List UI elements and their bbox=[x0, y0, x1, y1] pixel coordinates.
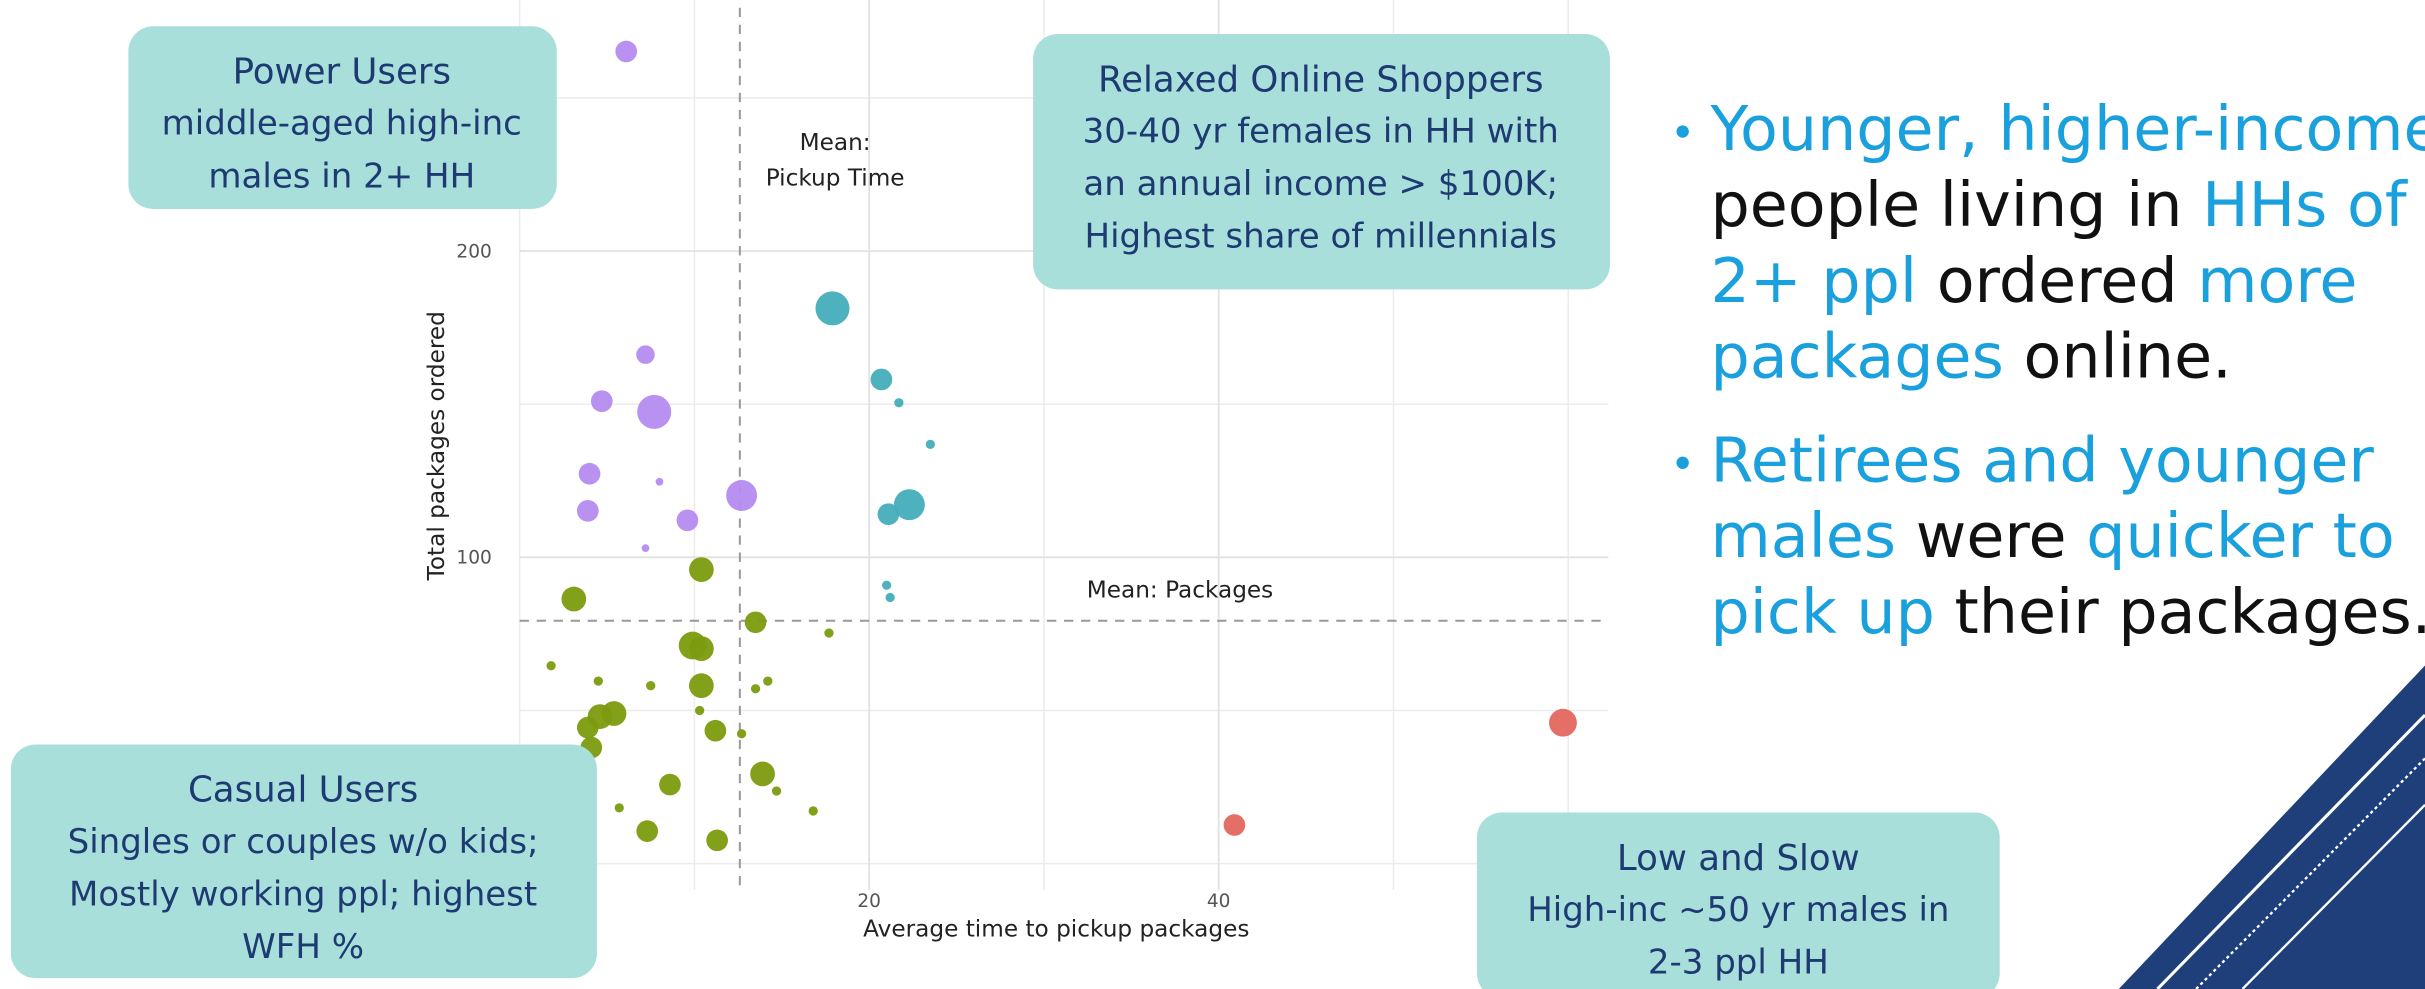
point bbox=[706, 829, 728, 851]
point bbox=[926, 440, 935, 449]
point bbox=[636, 820, 658, 842]
point bbox=[763, 676, 772, 685]
annotation: Relaxed Online Shoppers 30-40 yr females … bbox=[1033, 34, 1610, 289]
point bbox=[594, 676, 603, 685]
bullet-line: people living in HHs of bbox=[1710, 169, 2407, 241]
point bbox=[677, 509, 699, 531]
x-tick-label: 40 bbox=[1207, 891, 1231, 912]
annotation-line: an annual income > $100K; bbox=[1083, 164, 1558, 204]
point bbox=[871, 369, 893, 391]
point bbox=[591, 390, 613, 412]
point bbox=[737, 729, 746, 738]
annotation-line: Highest share of millennials bbox=[1085, 217, 1558, 257]
point bbox=[894, 489, 925, 520]
x-tick-label: 20 bbox=[857, 891, 881, 912]
page: {"chart_data": { "type": "scatter", "xla… bbox=[0, 0, 2425, 989]
point bbox=[695, 706, 704, 715]
y-tick-label: 100 bbox=[456, 548, 491, 569]
bullet-text: 2+ ppl bbox=[1710, 245, 1917, 317]
annotation-line: 2-3 ppl HH bbox=[1648, 943, 1829, 983]
annotation-title: Relaxed Online Shoppers bbox=[1098, 59, 1543, 100]
bullet-text: HHs of bbox=[2202, 169, 2408, 241]
bullet-text: quicker to bbox=[2086, 500, 2395, 572]
mean-x-label: Pickup Time bbox=[766, 165, 905, 192]
annotation-title: Casual Users bbox=[188, 770, 418, 811]
y-tick-label: 200 bbox=[456, 241, 491, 262]
corner-decoration bbox=[2119, 666, 2425, 989]
x-axis-label: Average time to pickup packages bbox=[863, 915, 1249, 942]
annotation-line: males in 2+ HH bbox=[208, 156, 475, 196]
bullet-text: males bbox=[1710, 500, 1896, 572]
annotation: Power Users middle-aged high-inc males in … bbox=[128, 26, 556, 209]
point bbox=[637, 395, 671, 429]
bullet-text: online. bbox=[2004, 321, 2232, 393]
point bbox=[615, 803, 624, 812]
annotation-title: Low and Slow bbox=[1617, 838, 1860, 879]
point bbox=[882, 581, 891, 590]
point bbox=[751, 684, 760, 693]
point bbox=[1549, 709, 1577, 737]
annotation: Low and Slow High-inc ~50 yr males in 2-3 … bbox=[1477, 813, 2000, 989]
annotation-line: middle-aged high-inc bbox=[162, 104, 522, 144]
point bbox=[815, 291, 849, 325]
point bbox=[705, 720, 727, 742]
bullet-line: packages online. bbox=[1710, 321, 2231, 393]
bullet-line: Younger, higher-income bbox=[1709, 93, 2425, 165]
annotation-line: WFH % bbox=[242, 927, 364, 967]
point bbox=[772, 786, 781, 795]
slide: Average time to pickup packages Total pa… bbox=[0, 0, 2425, 989]
bullet-text: ordered bbox=[1917, 245, 2197, 317]
point bbox=[636, 345, 655, 364]
point bbox=[579, 463, 601, 485]
y-axis-label: Total packages ordered bbox=[423, 311, 450, 581]
bullet-line: 2+ ppl ordered more bbox=[1710, 245, 2357, 317]
point bbox=[745, 611, 767, 633]
annotation-line: 30-40 yr females in HH with bbox=[1083, 111, 1559, 151]
mean-x-label: Mean: bbox=[800, 129, 871, 156]
point bbox=[824, 628, 833, 637]
bullet-line: Retirees and younger bbox=[1710, 424, 2374, 496]
point bbox=[1224, 814, 1246, 836]
point bbox=[577, 717, 599, 739]
bullet-line: males were quicker to bbox=[1710, 500, 2394, 572]
point bbox=[689, 673, 714, 698]
bullet-text: their packages. bbox=[1935, 576, 2425, 648]
point bbox=[646, 681, 655, 690]
point bbox=[561, 587, 586, 612]
annotation-line: Mostly working ppl; highest bbox=[69, 874, 537, 914]
annotation-line: Singles or couples w/o kids; bbox=[68, 822, 539, 862]
point bbox=[577, 500, 599, 522]
point bbox=[689, 557, 714, 582]
annotation-line: High-inc ~50 yr males in bbox=[1527, 890, 1949, 930]
mean-y-label: Mean: Packages bbox=[1087, 576, 1273, 603]
annotation-title: Power Users bbox=[233, 52, 451, 93]
point bbox=[615, 41, 637, 63]
point bbox=[750, 761, 775, 786]
bullet-text: more bbox=[2197, 245, 2357, 317]
bullet-text: Retirees and younger bbox=[1710, 424, 2374, 496]
bullet-dot bbox=[1676, 125, 1688, 137]
point bbox=[642, 544, 650, 552]
bullet-text: Younger, higher-income bbox=[1709, 93, 2425, 165]
point bbox=[726, 480, 757, 511]
bullet-line: pick up their packages. bbox=[1710, 576, 2425, 648]
bullet-dot bbox=[1676, 457, 1688, 469]
point bbox=[656, 478, 664, 486]
annotation: Casual Users Singles or couples w/o kids;… bbox=[11, 744, 597, 978]
point bbox=[894, 398, 903, 407]
point bbox=[659, 774, 681, 796]
stripe bbox=[2119, 666, 2425, 989]
point bbox=[546, 661, 555, 670]
point bbox=[809, 806, 818, 815]
bullet-text: pick up bbox=[1710, 576, 1934, 648]
bullet-text: people living in bbox=[1710, 169, 2202, 241]
point bbox=[886, 593, 895, 602]
point bbox=[689, 636, 714, 661]
bullet-text: were bbox=[1896, 500, 2086, 572]
bullet-text: packages bbox=[1710, 321, 2003, 393]
